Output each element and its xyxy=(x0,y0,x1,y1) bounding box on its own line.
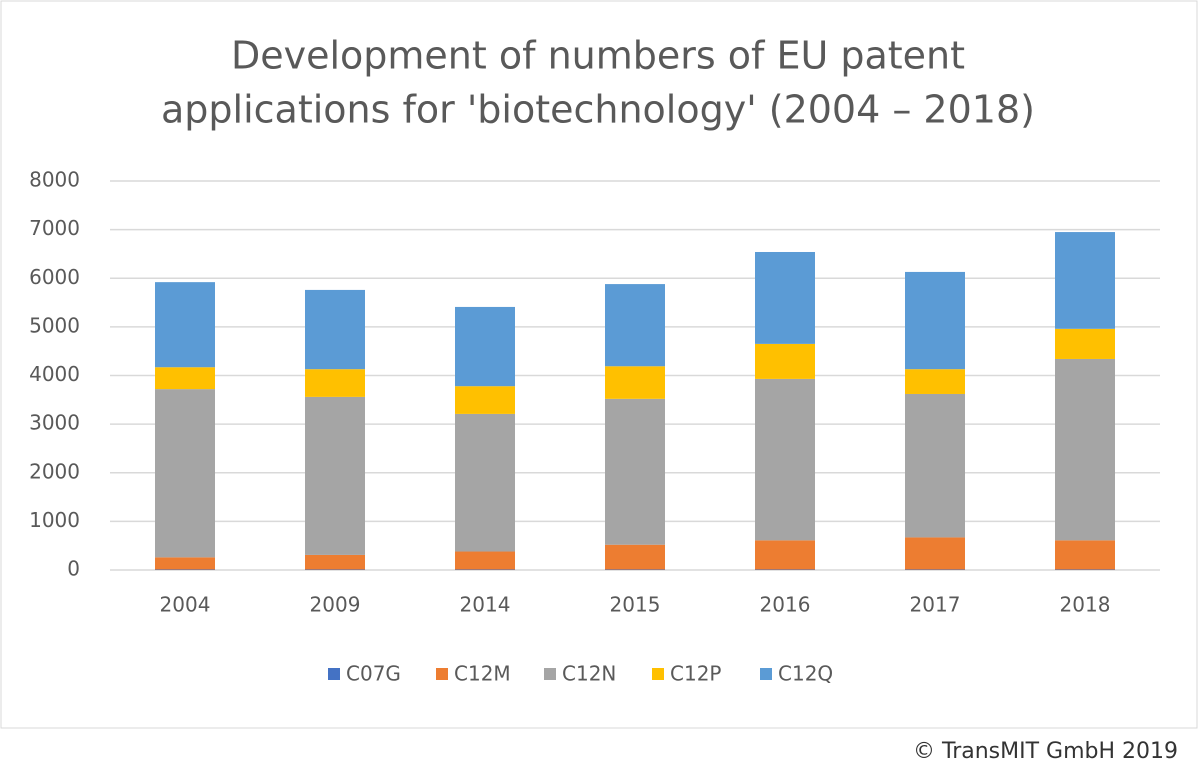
x-tick-label: 2015 xyxy=(610,593,661,617)
bar-segment xyxy=(755,378,815,541)
y-tick-label: 7000 xyxy=(29,216,80,240)
bar-segment xyxy=(755,343,815,379)
bar-segment xyxy=(455,386,515,414)
x-tick-label: 2018 xyxy=(1060,593,1111,617)
bar-segment xyxy=(905,271,965,370)
legend-swatch xyxy=(328,668,340,680)
bar-segment xyxy=(905,393,965,538)
bar-segment xyxy=(605,398,665,545)
legend-label: C12N xyxy=(562,662,616,686)
legend-swatch xyxy=(652,668,664,680)
bar-segment xyxy=(155,367,215,390)
bar-segment xyxy=(155,282,215,368)
bar-segment xyxy=(155,557,215,570)
y-tick-label: 5000 xyxy=(29,313,80,337)
y-tick-label: 6000 xyxy=(29,265,80,289)
bar-segment xyxy=(305,554,365,570)
bar-segment xyxy=(1055,232,1115,329)
bar-segment xyxy=(755,251,815,344)
bar-segment xyxy=(455,413,515,552)
bar-segment xyxy=(305,289,365,370)
legend-label: C12P xyxy=(670,662,721,686)
chart-title: Development of numbers of EU patent xyxy=(231,34,965,78)
footer: © TransMIT GmbH 2019 xyxy=(913,739,1178,764)
bar-segment xyxy=(305,396,365,555)
bar-segment xyxy=(155,389,215,558)
x-tick-label: 2014 xyxy=(460,593,511,617)
bar-segment xyxy=(905,537,965,570)
chart-title: applications for 'biotechnology' (2004 –… xyxy=(161,88,1035,132)
bar-segment xyxy=(905,369,965,394)
legend-swatch xyxy=(760,668,772,680)
bar-segment xyxy=(1055,540,1115,570)
bar-segment xyxy=(755,540,815,570)
bar-segment xyxy=(305,369,365,397)
y-tick-label: 0 xyxy=(67,557,80,581)
bar-segment xyxy=(455,551,515,570)
y-tick-label: 8000 xyxy=(29,168,80,192)
bar-segment xyxy=(605,544,665,570)
bar-segment xyxy=(1055,358,1115,541)
bar-segment xyxy=(605,284,665,367)
y-tick-label: 2000 xyxy=(29,459,80,483)
x-tick-label: 2017 xyxy=(910,593,961,617)
legend-label: C07G xyxy=(346,662,401,686)
legend-swatch xyxy=(436,668,448,680)
bar-segment xyxy=(455,306,515,387)
x-tick-label: 2016 xyxy=(760,593,811,617)
y-tick-label: 1000 xyxy=(29,508,80,532)
bar-segment xyxy=(1055,328,1115,359)
bar-segment xyxy=(605,366,665,399)
legend-label: C12Q xyxy=(778,662,833,686)
legend-label: C12M xyxy=(454,662,511,686)
y-tick-label: 3000 xyxy=(29,411,80,435)
legend-swatch xyxy=(544,668,556,680)
y-tick-label: 4000 xyxy=(29,362,80,386)
x-tick-label: 2004 xyxy=(160,593,211,617)
x-tick-label: 2009 xyxy=(310,593,361,617)
